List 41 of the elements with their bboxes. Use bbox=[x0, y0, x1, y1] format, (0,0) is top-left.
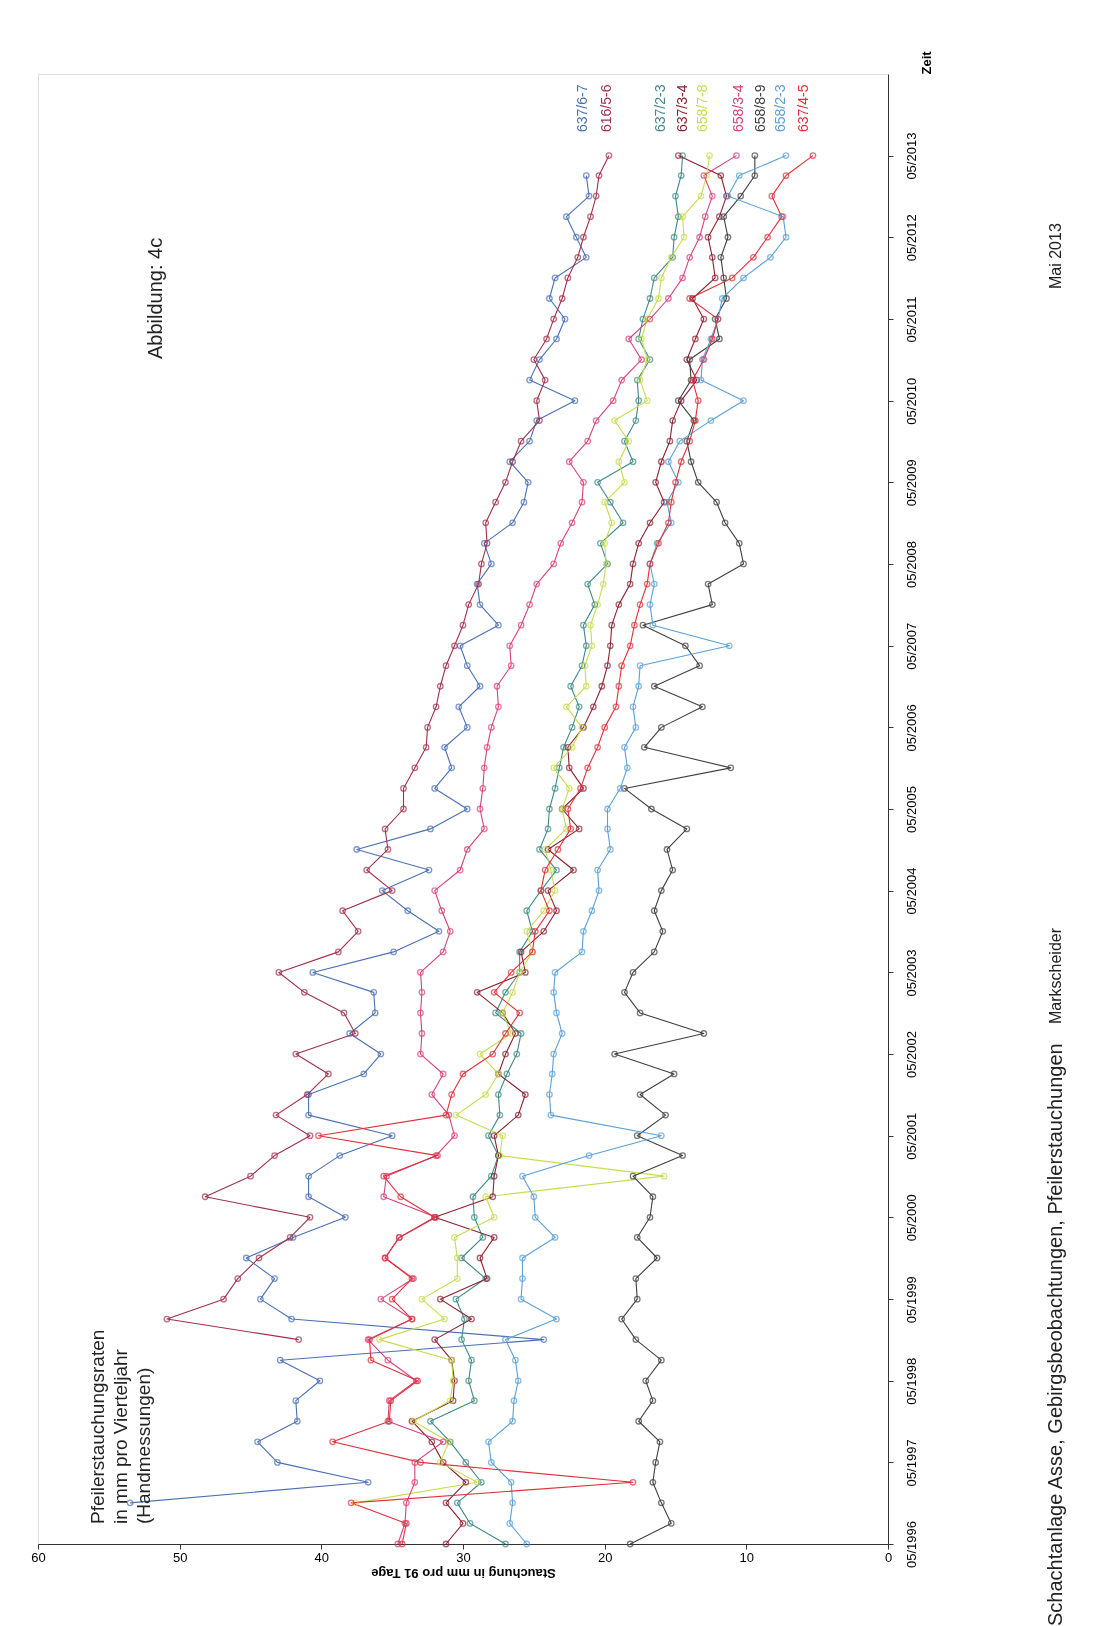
y-tick-label: 05/2008 bbox=[903, 540, 919, 588]
x-tick-label: 30 bbox=[456, 1549, 471, 1565]
x-tick-label: 0 bbox=[884, 1549, 893, 1565]
y-tick-label: 05/1997 bbox=[903, 1439, 919, 1487]
text: 658/2-3 bbox=[772, 84, 788, 132]
y-tick-label: 05/2001 bbox=[903, 1112, 919, 1160]
y-axis-title: Zeit bbox=[918, 50, 934, 75]
text: 637/4-5 bbox=[795, 84, 811, 132]
y-tick-label: 05/2011 bbox=[903, 296, 919, 343]
x-axis-title: Stauchung in mm pro 91 Tage bbox=[371, 1565, 556, 1581]
text: Markscheider bbox=[1047, 927, 1064, 1024]
x-tick-label: 60 bbox=[31, 1549, 46, 1565]
annotation: Pfeilerstauchungsraten in mm pro Vierteljahr (Handmessungen) bbox=[87, 1329, 154, 1524]
y-tick-label: 05/1996 bbox=[903, 1521, 919, 1568]
text: 637/3-4 bbox=[674, 84, 690, 132]
text: 637/6-7 bbox=[574, 84, 590, 132]
y-tick-label: 05/2007 bbox=[903, 622, 919, 670]
text: Schachtanlage Asse, Gebirgsbeobachtungen, Pfeilerstauchungen bbox=[1044, 1043, 1066, 1626]
text: Abbildung: 4c bbox=[144, 237, 166, 359]
x-tick-label: 20 bbox=[597, 1549, 613, 1565]
y-tick-label: 05/2013 bbox=[903, 132, 919, 180]
y-tick-label: 05/1999 bbox=[903, 1276, 919, 1324]
y-tick-label: 05/2010 bbox=[903, 377, 919, 425]
y-tick-label: 05/2002 bbox=[903, 1031, 919, 1079]
x-tick-label: 50 bbox=[172, 1549, 188, 1565]
x-tick-label: 40 bbox=[314, 1549, 330, 1565]
y-tick-label: 05/2006 bbox=[903, 704, 919, 752]
text: 658/3-4 bbox=[730, 84, 746, 132]
y-tick-label: 05/2012 bbox=[903, 214, 919, 262]
x-tick-label: 10 bbox=[739, 1549, 755, 1565]
text: 658/7-8 bbox=[694, 84, 710, 132]
text: 658/8-9 bbox=[752, 84, 768, 132]
text: 637/2-3 bbox=[652, 84, 668, 132]
text: Mai 2013 bbox=[1047, 223, 1064, 289]
text: 616/5-6 bbox=[598, 84, 614, 132]
y-tick-label: 05/2003 bbox=[903, 949, 919, 997]
y-tick-label: 05/1998 bbox=[903, 1357, 919, 1405]
y-tick-label: 05/2009 bbox=[903, 459, 919, 507]
y-tick-label: 05/2000 bbox=[903, 1194, 919, 1242]
y-tick-label: 05/2004 bbox=[903, 867, 919, 915]
y-tick-label: 05/2005 bbox=[903, 786, 919, 833]
